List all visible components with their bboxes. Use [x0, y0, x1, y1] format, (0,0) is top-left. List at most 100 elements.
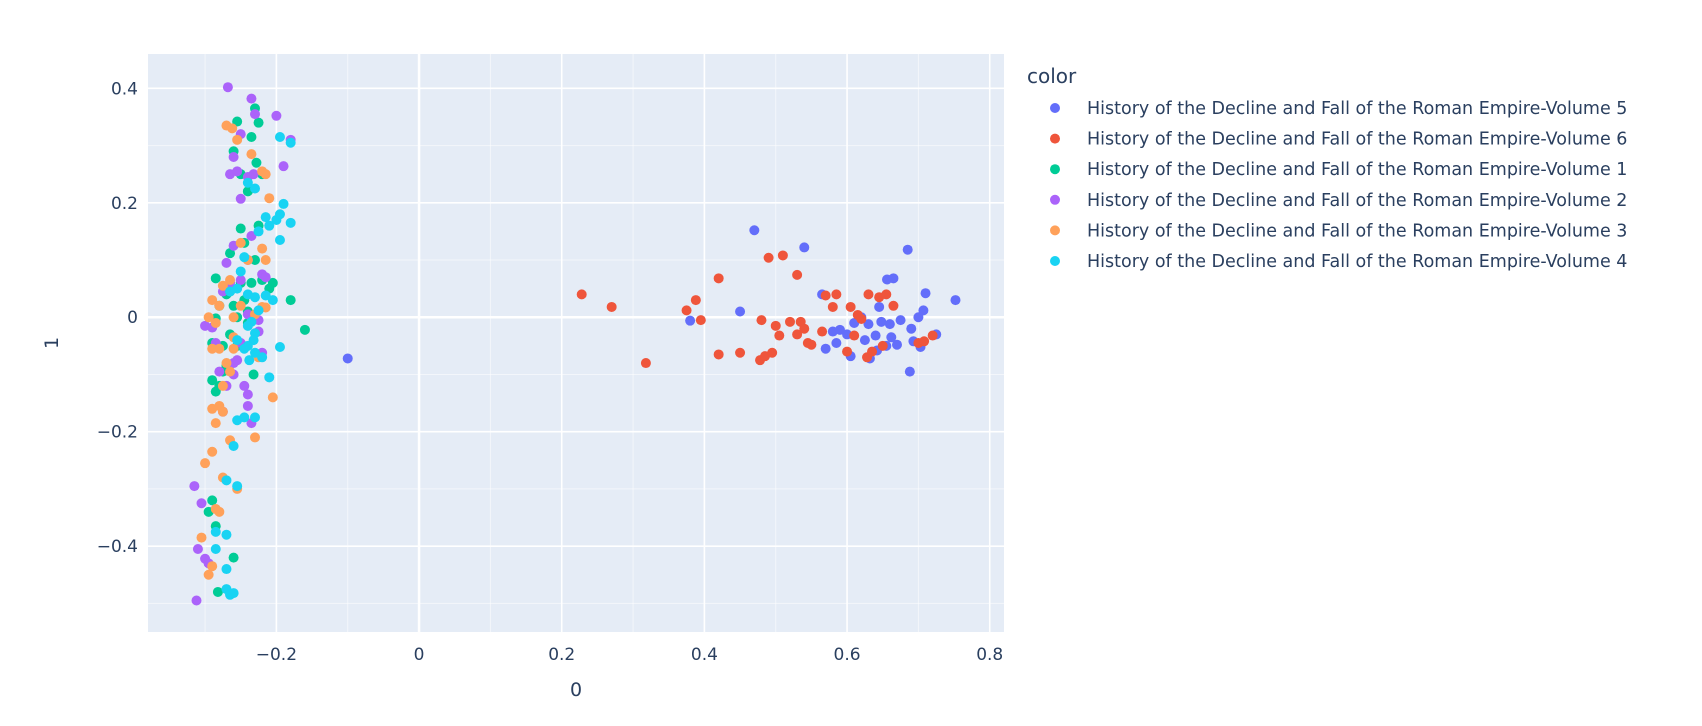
legend-entry-label: History of the Decline and Fall of the R…: [1087, 130, 1627, 150]
data-point: [235, 223, 246, 234]
data-point: [228, 300, 239, 311]
data-point: [285, 295, 296, 306]
data-point: [228, 152, 239, 163]
data-point: [207, 375, 218, 386]
data-point: [713, 349, 724, 360]
data-point: [207, 343, 218, 354]
data-point: [799, 323, 810, 334]
data-point: [735, 306, 746, 317]
data-point: [918, 305, 929, 316]
data-point: [870, 330, 881, 341]
data-point: [792, 329, 803, 340]
data-point: [849, 330, 860, 341]
data-point: [904, 366, 915, 377]
y-tick-label: −0.2: [97, 423, 138, 443]
data-point: [892, 339, 902, 350]
data-point: [228, 312, 239, 323]
data-point: [203, 312, 214, 323]
data-point: [221, 358, 232, 369]
data-point: [232, 166, 243, 177]
data-point: [253, 305, 264, 316]
x-tick-label: 0: [414, 645, 425, 665]
legend-entry-label: History of the Decline and Fall of the R…: [1087, 252, 1627, 272]
data-point: [227, 123, 238, 134]
data-point: [888, 273, 899, 284]
legend-marker: [1050, 103, 1060, 113]
data-point: [232, 116, 243, 127]
data-point: [831, 338, 842, 348]
data-point: [820, 343, 831, 354]
data-point: [264, 372, 275, 383]
data-point: [232, 335, 243, 346]
data-point: [221, 564, 232, 575]
data-point: [817, 326, 828, 337]
data-point: [267, 392, 278, 403]
legend-entry-label: History of the Decline and Fall of the R…: [1087, 221, 1627, 241]
data-point: [867, 346, 878, 357]
data-point: [260, 290, 271, 301]
data-point: [274, 342, 285, 353]
data-point: [232, 415, 243, 426]
data-point: [820, 290, 831, 301]
data-point: [260, 212, 271, 223]
data-point: [253, 117, 264, 128]
data-point: [735, 347, 746, 358]
data-point: [217, 406, 228, 417]
data-point: [274, 234, 285, 245]
data-point: [695, 315, 706, 326]
data-point: [225, 286, 236, 297]
data-point: [222, 82, 233, 93]
data-point: [189, 481, 200, 492]
data-point: [257, 352, 268, 363]
data-point: [913, 312, 924, 323]
data-point: [884, 319, 895, 330]
data-point: [228, 441, 239, 452]
legend: color History of the Decline and Fall of…: [1027, 64, 1627, 272]
data-point: [863, 319, 874, 330]
data-point: [927, 330, 938, 341]
data-point: [888, 300, 899, 311]
data-point: [260, 255, 271, 266]
data-point: [214, 366, 225, 377]
data-point: [274, 209, 285, 220]
data-point: [210, 544, 221, 555]
data-point: [260, 169, 271, 180]
data-point: [235, 300, 246, 311]
legend-marker: [1050, 164, 1060, 175]
y-tick-label: 0.2: [111, 194, 138, 214]
data-point: [196, 498, 207, 509]
data-point: [200, 458, 211, 469]
data-point: [207, 403, 218, 414]
legend-marker: [1050, 256, 1060, 266]
y-tick-label: −0.4: [97, 537, 138, 557]
data-point: [267, 277, 278, 288]
data-point: [299, 324, 310, 335]
data-point: [906, 323, 917, 334]
data-point: [285, 217, 296, 228]
data-point: [246, 131, 257, 142]
data-point: [210, 317, 221, 328]
data-point: [799, 242, 810, 253]
data-point: [685, 315, 696, 326]
data-point: [192, 544, 203, 555]
x-tick-label: −0.2: [256, 645, 297, 665]
data-point: [214, 506, 225, 517]
x-tick-label: 0.2: [548, 645, 575, 665]
data-point: [785, 316, 795, 327]
data-point: [242, 309, 253, 320]
data-point: [250, 412, 260, 423]
data-point: [207, 295, 218, 306]
legend-title: color: [1027, 64, 1077, 88]
data-point: [221, 475, 232, 486]
y-tick-label: 0: [127, 308, 138, 328]
x-tick-label: 0.6: [834, 645, 861, 665]
data-point: [919, 336, 930, 347]
data-point: [191, 595, 202, 606]
data-point: [264, 220, 275, 231]
data-point: [253, 226, 264, 237]
data-point: [876, 316, 887, 327]
data-point: [278, 198, 289, 209]
data-point: [248, 369, 259, 380]
data-point: [886, 332, 897, 343]
legend-marker: [1050, 225, 1060, 236]
